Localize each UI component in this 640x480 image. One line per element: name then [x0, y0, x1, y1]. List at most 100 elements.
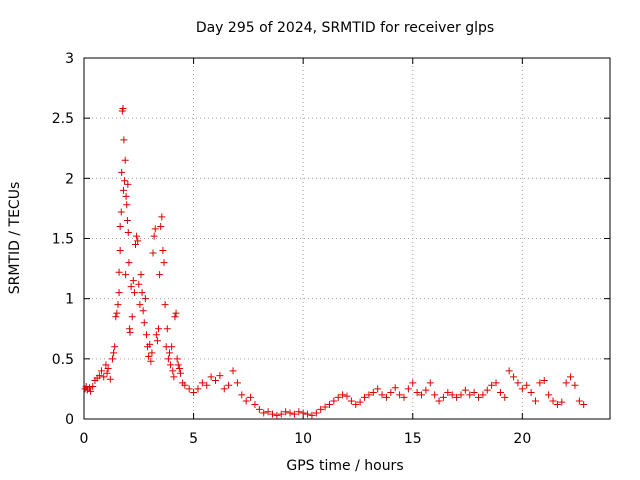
data-point: [457, 391, 465, 399]
data-point: [444, 389, 452, 397]
data-point: [146, 340, 154, 348]
data-point: [114, 301, 122, 309]
grid: [84, 58, 610, 419]
data-point: [158, 213, 166, 221]
data-point: [580, 401, 588, 409]
data-point: [152, 331, 160, 339]
x-axis-title: GPS time / hours: [286, 458, 403, 474]
data-point: [124, 228, 132, 236]
data-point: [151, 225, 159, 233]
data-point: [110, 349, 118, 357]
data-point: [571, 381, 579, 389]
data-point: [176, 369, 184, 377]
data-point: [531, 397, 539, 405]
data-point: [142, 331, 150, 339]
data-point: [87, 387, 95, 395]
data-point: [321, 403, 329, 411]
data-point: [135, 280, 143, 288]
data-point: [492, 379, 500, 387]
data-point: [356, 398, 364, 406]
data-point: [220, 385, 228, 393]
data-point: [175, 364, 183, 372]
data-point: [391, 384, 399, 392]
data-point: [448, 391, 456, 399]
data-point: [225, 381, 233, 389]
data-point: [426, 379, 434, 387]
data-point: [130, 289, 138, 297]
data-point: [369, 389, 377, 397]
data-point: [264, 408, 272, 416]
data-point: [100, 373, 108, 381]
data-point: [334, 393, 342, 401]
data-point: [181, 381, 189, 389]
data-point: [260, 409, 268, 417]
x-tick-label: 15: [404, 431, 422, 447]
data-point: [404, 385, 412, 393]
data-point: [115, 268, 123, 276]
data-points: [81, 105, 588, 419]
data-point: [233, 379, 241, 387]
data-point: [149, 249, 157, 257]
data-point: [400, 393, 408, 401]
data-point: [170, 373, 178, 381]
y-axis-title: SRMTID / TECUs: [7, 182, 23, 295]
y-tick-label: 1.5: [52, 232, 74, 248]
data-point: [514, 379, 522, 387]
data-point: [129, 277, 137, 285]
data-point: [150, 232, 158, 240]
data-point: [343, 392, 351, 400]
data-point: [138, 289, 146, 297]
data-point: [382, 393, 390, 401]
data-point: [164, 355, 172, 363]
data-point: [103, 369, 111, 377]
data-point: [352, 401, 360, 409]
data-point: [167, 361, 175, 369]
data-point: [98, 367, 106, 375]
data-point: [123, 216, 131, 224]
data-point: [165, 349, 173, 357]
data-point: [567, 373, 575, 381]
data-point: [136, 301, 144, 309]
data-point: [124, 180, 132, 188]
data-point: [118, 168, 126, 176]
data-point: [117, 208, 125, 216]
data-point: [549, 397, 557, 405]
data-point: [295, 408, 303, 416]
data-point: [102, 361, 110, 369]
data-point: [115, 289, 123, 297]
data-point: [207, 373, 215, 381]
data-point: [330, 397, 338, 405]
data-point: [157, 222, 165, 230]
data-point: [553, 401, 561, 409]
data-point: [496, 389, 504, 397]
data-point: [119, 186, 127, 194]
data-point: [128, 313, 136, 321]
data-point: [190, 389, 198, 397]
axis-ticks: 0 0.5 1 1.5 2 2.5 3 0 5 10 15 20: [52, 51, 610, 447]
data-point: [153, 337, 161, 345]
data-point: [501, 393, 509, 401]
data-point: [122, 271, 130, 279]
data-point: [365, 391, 373, 399]
data-point: [466, 391, 474, 399]
data-point: [171, 313, 179, 321]
y-tick-label: 2.5: [52, 111, 74, 127]
data-point: [558, 398, 566, 406]
data-point: [132, 241, 140, 249]
data-point: [145, 352, 153, 360]
data-point: [453, 393, 461, 401]
y-tick-label: 3: [65, 51, 74, 67]
data-point: [121, 156, 129, 164]
data-point: [141, 295, 149, 303]
data-point: [435, 397, 443, 405]
data-point: [147, 357, 155, 365]
data-point: [125, 259, 133, 267]
data-point: [106, 375, 114, 383]
data-point: [347, 397, 355, 405]
data-point: [461, 386, 469, 394]
data-point: [82, 383, 90, 391]
data-point: [470, 389, 478, 397]
data-point: [123, 201, 131, 209]
x-tick-label: 20: [513, 431, 531, 447]
